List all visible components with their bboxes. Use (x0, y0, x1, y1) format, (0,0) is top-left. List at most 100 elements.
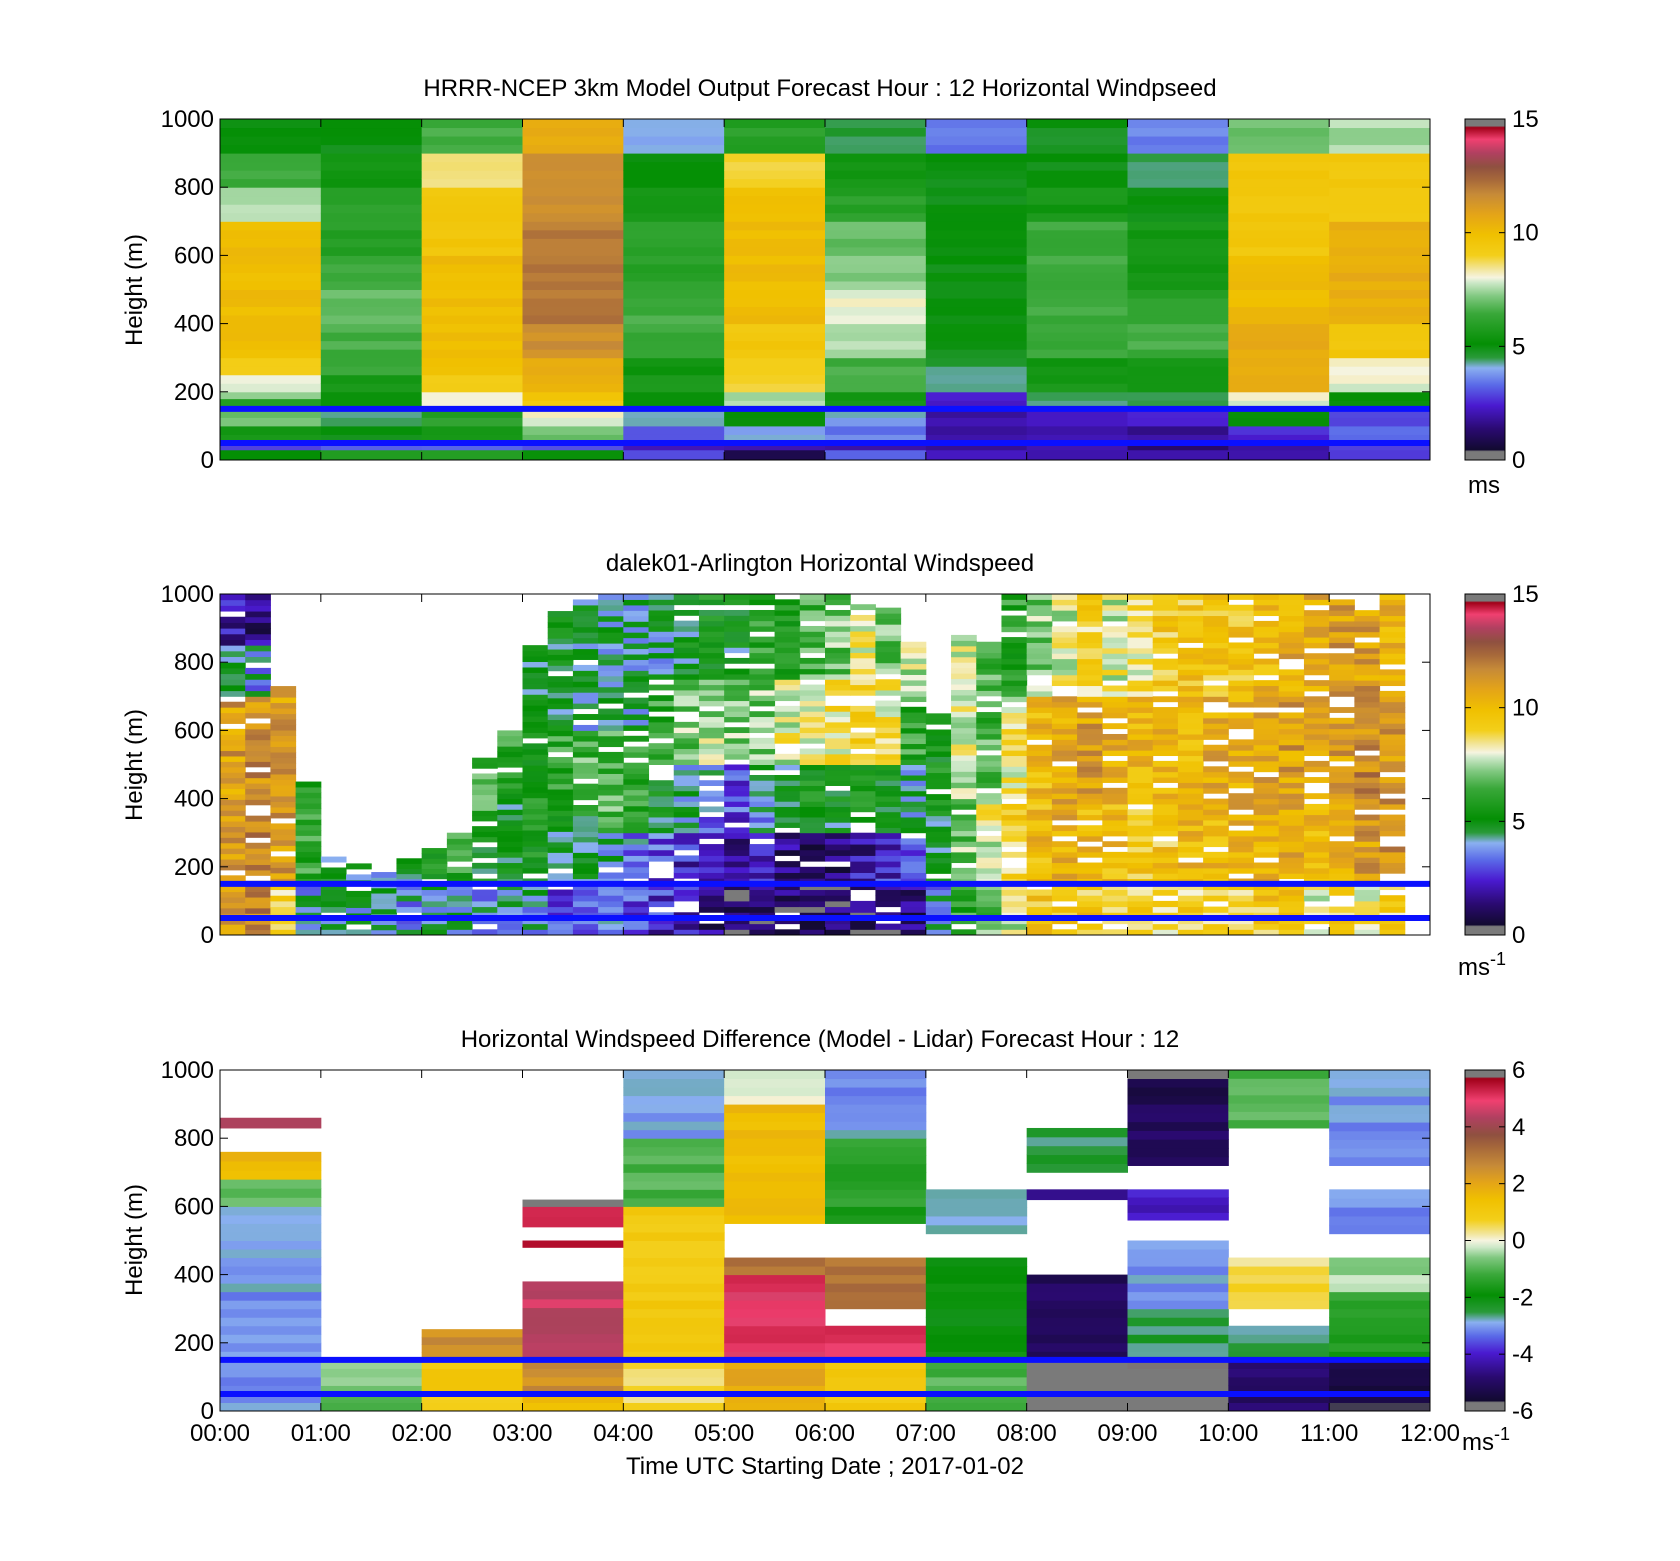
heatmap-cell (648, 827, 675, 834)
heatmap-cell (421, 153, 523, 163)
heatmap-cell (673, 889, 700, 896)
heatmap-cell (1102, 604, 1128, 611)
heatmap-cell (875, 816, 902, 823)
colorbar-tick-label: 0 (1512, 447, 1525, 474)
heatmap-cell (925, 1300, 1028, 1310)
heatmap-cell (1278, 900, 1305, 908)
heatmap-cell (220, 1308, 322, 1318)
heatmap-cell (572, 836, 599, 843)
heatmap-cell (320, 323, 423, 333)
heatmap-cell (1303, 696, 1330, 703)
heatmap-cell (572, 654, 599, 660)
heatmap-cell (1329, 723, 1355, 730)
heatmap-cell (320, 895, 347, 902)
heatmap-cell (875, 629, 902, 636)
heatmap-cell (1026, 366, 1128, 376)
heatmap-cell (1203, 599, 1229, 606)
heatmap-cell (1026, 787, 1053, 794)
heatmap-cell (825, 727, 851, 734)
heatmap-cell (1329, 626, 1355, 633)
heatmap-cell (724, 357, 826, 367)
heatmap-cell (623, 298, 725, 308)
heatmap-cell (1102, 809, 1128, 816)
heatmap-cell (1001, 637, 1028, 643)
heatmap-cell (497, 895, 523, 902)
heatmap-cell (1077, 610, 1103, 617)
heatmap-cell (1329, 340, 1431, 350)
heatmap-cell (220, 170, 322, 180)
heatmap-cell (1379, 637, 1406, 643)
heatmap-cell (446, 917, 473, 925)
heatmap-cell (1253, 777, 1280, 783)
heatmap-cell (774, 838, 801, 845)
heatmap-cell (1001, 604, 1028, 611)
heatmap-cell (1077, 889, 1103, 896)
heatmap-cell (522, 315, 624, 325)
heatmap-cell (1077, 873, 1103, 880)
heatmap-cell (547, 820, 574, 827)
heatmap-cell (724, 1317, 826, 1327)
lidar-colorbar (1464, 593, 1506, 936)
heatmap-cell (320, 212, 423, 222)
heatmap-cell (825, 1129, 927, 1139)
heatmap-cell (825, 1385, 927, 1395)
heatmap-cell (799, 785, 826, 792)
heatmap-cell (1127, 204, 1229, 214)
heatmap-cell (371, 924, 397, 931)
heatmap-cell (900, 866, 927, 873)
heatmap-cell (1379, 867, 1406, 874)
heatmap-cell (1228, 819, 1255, 826)
heatmap-cell (598, 889, 624, 896)
heatmap-cell (850, 732, 876, 739)
heatmap-cell (1051, 862, 1078, 869)
heatmap-cell (1001, 760, 1028, 767)
heatmap-cell (1379, 906, 1406, 913)
y-tick-label: 1000 (161, 581, 214, 608)
heatmap-cell (1253, 862, 1280, 869)
heatmap-cell (598, 811, 624, 818)
heatmap-cell (598, 751, 624, 758)
heatmap-cell (1102, 653, 1128, 660)
heatmap-cell (522, 144, 624, 154)
heatmap-cell (976, 663, 1002, 670)
heatmap-cell (547, 697, 574, 704)
heatmap-cell (1379, 744, 1406, 751)
heatmap-cell (976, 873, 1002, 880)
heatmap-cell (1228, 739, 1255, 746)
heatmap-cell (875, 737, 902, 744)
heatmap-cell (1127, 744, 1154, 751)
heatmap-cell (1127, 391, 1229, 401)
heatmap-cell (825, 332, 927, 342)
heatmap-cell (446, 906, 473, 913)
heatmap-cell (1329, 739, 1355, 746)
heatmap-cell (522, 391, 624, 401)
heatmap-cell (1026, 1402, 1128, 1412)
lidar-profile (472, 757, 498, 936)
heatmap-cell (1354, 798, 1381, 805)
heatmap-cell (951, 771, 977, 778)
heatmap-cell (673, 844, 700, 851)
heatmap-cell (673, 679, 700, 686)
heatmap-cell (673, 641, 700, 648)
heatmap-cell (724, 769, 750, 776)
heatmap-cell (245, 745, 271, 752)
heatmap-cell (1051, 680, 1078, 687)
heatmap-cell (346, 874, 372, 881)
heatmap-cell (1329, 187, 1431, 197)
heatmap-cell (220, 289, 322, 299)
heatmap-cell (1379, 798, 1406, 805)
heatmap-cell (900, 663, 927, 670)
heatmap-cell (1303, 631, 1330, 638)
heatmap-cell (673, 695, 700, 702)
heatmap-cell (875, 711, 902, 718)
heatmap-cell (472, 831, 498, 838)
heatmap-cell (749, 889, 776, 896)
heatmap-cell (1203, 895, 1229, 902)
heatmap-cell (1127, 857, 1154, 864)
heatmap-cell (1077, 620, 1103, 627)
heatmap-cell (1379, 707, 1406, 713)
heatmap-cell (673, 753, 700, 760)
heatmap-cell (320, 883, 347, 891)
heatmap-cell (724, 816, 750, 823)
x-tick-label: 10:00 (1198, 1420, 1258, 1447)
